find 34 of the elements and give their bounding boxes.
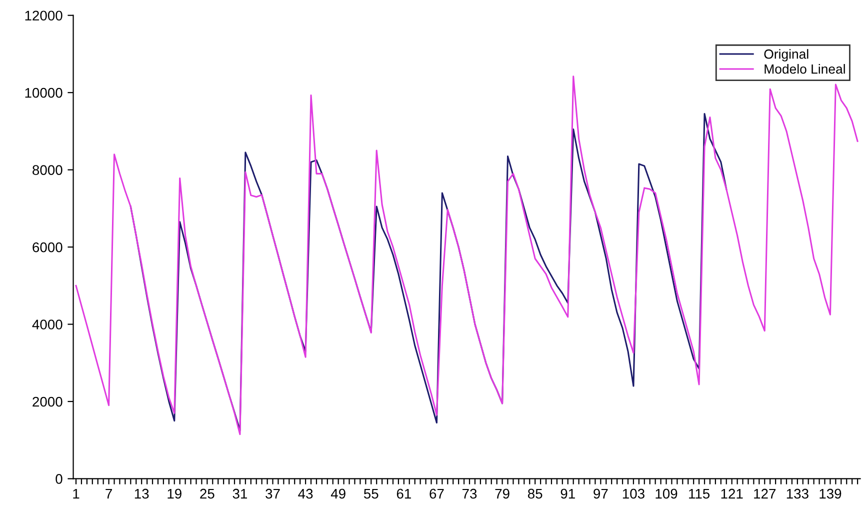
x-tick-label: 97 bbox=[594, 488, 608, 499]
x-tick-label: 109 bbox=[656, 488, 678, 499]
x-tick-label: 133 bbox=[786, 488, 808, 499]
x-tick-label: 73 bbox=[462, 488, 477, 499]
x-tick-label: 13 bbox=[134, 488, 149, 499]
legend-label: Modelo Lineal bbox=[764, 64, 845, 74]
x-tick-label: 121 bbox=[721, 488, 743, 499]
x-tick-label: 49 bbox=[330, 488, 346, 499]
x-tick-label: 31 bbox=[232, 488, 248, 499]
y-tick-label: 12000 bbox=[25, 10, 62, 21]
legend-label: Original bbox=[764, 49, 808, 62]
x-tick-label: 85 bbox=[528, 488, 542, 499]
y-tick-label: 6000 bbox=[32, 242, 62, 252]
x-tick-label: 127 bbox=[754, 488, 776, 499]
x-tick-label: 91 bbox=[560, 488, 575, 499]
x-tick-label: 103 bbox=[622, 488, 644, 499]
y-tick-label: 10000 bbox=[25, 88, 62, 98]
x-tick-label: 115 bbox=[689, 488, 710, 499]
y-tick-label: 8000 bbox=[32, 165, 62, 175]
y-tick-label: 0 bbox=[56, 474, 62, 484]
x-tick-label: 25 bbox=[200, 488, 214, 499]
x-tick-label: 1 bbox=[73, 488, 80, 499]
line-series bbox=[75, 76, 858, 436]
x-tick-label: 7 bbox=[106, 488, 112, 499]
x-tick-label: 19 bbox=[168, 488, 182, 499]
x-tick-label: 37 bbox=[266, 488, 280, 499]
x-tick-label: 55 bbox=[364, 488, 378, 499]
x-tick-label: 67 bbox=[430, 488, 444, 499]
y-tick-label: 4000 bbox=[32, 320, 62, 330]
x-tick-label: 139 bbox=[820, 488, 842, 499]
x-tick-label: 79 bbox=[495, 488, 510, 499]
x-tick-label: 43 bbox=[298, 488, 313, 499]
x-tick-label: 61 bbox=[396, 488, 411, 499]
y-tick-label: 2000 bbox=[32, 396, 62, 407]
